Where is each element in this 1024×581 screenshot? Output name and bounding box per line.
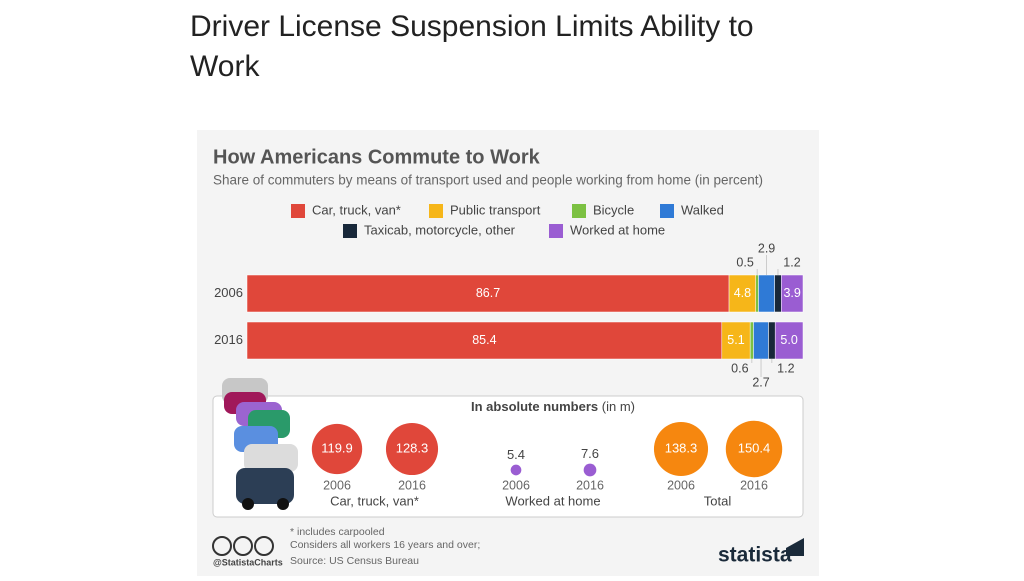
absolute-box xyxy=(212,395,804,518)
license-icons xyxy=(212,536,274,556)
group-label: Car, truck, van* xyxy=(330,493,419,508)
value-label: 3.9 xyxy=(783,286,800,300)
bubble-label: 7.6 xyxy=(581,446,599,461)
year-label: 2006 xyxy=(667,478,695,492)
bubble-label: 150.4 xyxy=(738,440,771,455)
source: Source: US Census Bureau xyxy=(290,555,419,567)
bubble xyxy=(653,421,709,477)
year-label: 2006 xyxy=(502,478,530,492)
legend-label: Bicycle xyxy=(593,202,634,217)
absolute-title: In absolute numbers xyxy=(471,399,598,414)
value-label: 85.4 xyxy=(472,333,496,347)
value-label: 2.9 xyxy=(758,241,775,255)
bubble xyxy=(385,422,439,476)
year-label: 2016 xyxy=(740,478,768,492)
bubble xyxy=(311,423,363,475)
bubble-label: 138.3 xyxy=(665,440,698,455)
bubble xyxy=(583,463,597,477)
bubble-label: 5.4 xyxy=(507,447,525,462)
bubble xyxy=(510,464,522,476)
legend-swatch xyxy=(343,224,357,238)
bar-segment xyxy=(753,321,769,360)
bar-segment xyxy=(246,321,723,360)
legend-swatch xyxy=(572,204,586,218)
bar-segment xyxy=(781,274,804,313)
value-label: 0.5 xyxy=(736,255,753,269)
year-label: 2016 xyxy=(398,478,426,492)
legend-swatch xyxy=(549,224,563,238)
value-label: 1.2 xyxy=(783,255,800,269)
legend-label: Walked xyxy=(681,202,724,217)
bar-segment xyxy=(768,321,776,360)
bubble-label: 119.9 xyxy=(321,440,353,455)
group-label: Worked at home xyxy=(505,493,600,508)
bubble xyxy=(725,420,783,478)
legend-label: Taxicab, motorcycle, other xyxy=(364,222,516,237)
handle: @StatistaCharts xyxy=(213,557,283,567)
chart-subtitle: Share of commuters by means of transport… xyxy=(213,173,763,188)
value-label: 0.6 xyxy=(731,361,748,375)
bar-segment xyxy=(721,321,751,360)
bar-segment xyxy=(246,274,730,313)
absolute-heading: In absolute numbers (in m) xyxy=(471,399,635,414)
brand-logo xyxy=(786,538,804,556)
year-label: 2016 xyxy=(576,478,604,492)
bar-segment xyxy=(758,274,775,313)
legend-label: Worked at home xyxy=(570,222,665,237)
bar-segment xyxy=(774,321,804,360)
value-label: 1.2 xyxy=(777,361,794,375)
chart-title: How Americans Commute to Work xyxy=(213,146,541,168)
note: * includes carpooled xyxy=(290,526,385,538)
group-label: Total xyxy=(704,493,732,508)
slide-title: Driver License Suspension Limits Ability… xyxy=(190,10,754,83)
value-label: 5.0 xyxy=(780,333,797,347)
brand: statista xyxy=(718,544,792,567)
year-label: 2006 xyxy=(323,478,351,492)
value-label: 5.1 xyxy=(727,333,744,347)
bar-segment xyxy=(728,274,756,313)
cars-illustration xyxy=(222,378,298,510)
legend-label: Car, truck, van* xyxy=(312,202,401,217)
value-label: 86.7 xyxy=(476,286,500,300)
bubble-label: 128.3 xyxy=(396,440,429,455)
legend-swatch xyxy=(660,204,674,218)
category-label: 2006 xyxy=(214,285,243,300)
bar-segment xyxy=(774,274,782,313)
legend-swatch xyxy=(429,204,443,218)
note: Considers all workers 16 years and over; xyxy=(290,539,480,551)
legend-swatch xyxy=(291,204,305,218)
bar-segment xyxy=(749,321,754,360)
value-label: 2.7 xyxy=(752,375,769,389)
legend-label: Public transport xyxy=(450,202,541,217)
category-label: 2016 xyxy=(214,332,243,347)
absolute-unit: (in m) xyxy=(602,399,635,414)
bar-segment xyxy=(755,274,759,313)
value-label: 4.8 xyxy=(734,286,751,300)
